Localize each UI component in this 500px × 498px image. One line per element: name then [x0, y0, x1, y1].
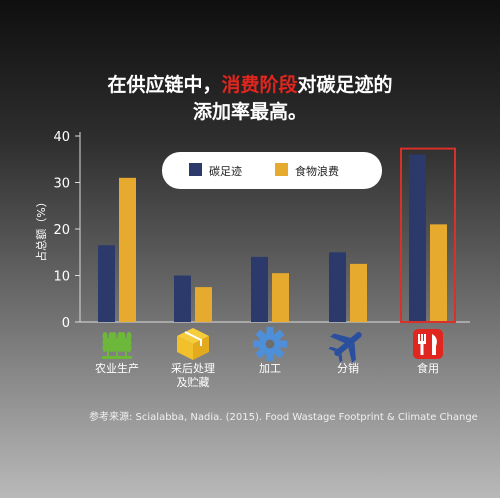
box-tape	[184, 331, 202, 346]
airplane-wing	[330, 333, 351, 343]
bar-waste-0	[119, 177, 136, 322]
x-tick-label: 采后处理及贮藏	[171, 362, 215, 389]
wheat-grain	[126, 332, 132, 340]
y-tick-label: 40	[53, 130, 70, 145]
gear-icon	[253, 327, 287, 361]
gear-tooth	[279, 340, 287, 348]
title-highlight: 消费阶段	[221, 74, 298, 96]
wheat-grain	[111, 338, 117, 346]
wheat-grain	[120, 338, 126, 346]
y-tick-label: 30	[53, 177, 70, 192]
airplane-body	[334, 332, 362, 356]
wheat-grain	[120, 344, 126, 352]
y-axis-label: 占总额（%）	[34, 196, 48, 261]
gear-hole	[265, 339, 275, 349]
bar-carbon-4	[409, 154, 426, 322]
bar-waste-1	[195, 287, 212, 322]
wheat-icon	[102, 332, 132, 359]
wheat-grain	[102, 332, 108, 340]
airplane-tail	[328, 346, 338, 352]
legend-swatch	[189, 163, 202, 176]
wheat-grain	[111, 332, 117, 340]
gear-tooth	[253, 340, 261, 348]
gear-tooth	[266, 353, 274, 361]
box-left	[177, 336, 193, 360]
airplane-icon	[328, 332, 362, 363]
cutlery-icon	[413, 329, 443, 359]
x-tick-label: 加工	[259, 362, 281, 375]
chart-title: 在供应链中，消费阶段对碳足迹的 添加率最高。	[0, 72, 500, 126]
wheat-grain	[102, 338, 108, 346]
box-icon	[177, 328, 209, 360]
bar-carbon-2	[251, 256, 268, 322]
fork-tine	[418, 334, 420, 342]
title-text-a: 在供应链中，	[107, 74, 222, 96]
legend-box	[162, 152, 382, 189]
highlight-box	[400, 147, 456, 323]
airplane-wing	[348, 342, 356, 363]
y-tick-label: 20	[53, 223, 70, 238]
bar-carbon-1	[174, 275, 191, 322]
gear-tooth	[266, 327, 274, 335]
x-tick-label: 农业生产	[95, 361, 139, 375]
airplane-tail	[338, 353, 343, 363]
legend-label: 碳足迹	[209, 164, 242, 178]
wheat-grain	[120, 332, 126, 340]
wheat-grain	[111, 344, 117, 352]
fork-tine	[421, 334, 423, 342]
title-text-b: 对碳足迹的	[297, 74, 393, 96]
fork-handle	[420, 343, 424, 355]
legend-swatch	[275, 163, 288, 176]
y-tick-label: 0	[62, 316, 70, 331]
title-line-1: 在供应链中，消费阶段对碳足迹的	[0, 72, 500, 99]
legend: 碳足迹 食物浪费	[162, 152, 382, 189]
wheat-grain	[126, 338, 132, 346]
airplane-shape	[328, 332, 362, 363]
bar-carbon-3	[329, 252, 346, 322]
bar-carbon-0	[98, 245, 115, 322]
knife-blade	[432, 334, 437, 355]
x-tick-label: 食用	[417, 361, 439, 375]
box-right	[193, 336, 209, 360]
cutlery-bg	[413, 329, 443, 359]
y-tick-label: 10	[53, 270, 70, 285]
wheat-ground	[102, 356, 132, 359]
x-tick-label: 分销	[337, 361, 359, 375]
wheat-grain	[102, 344, 108, 352]
wheat-grain	[126, 344, 132, 352]
legend-label: 食物浪费	[295, 164, 339, 178]
bar-waste-4	[430, 224, 447, 322]
source-note: 参考来源: Scialabba, Nadia. (2015). Food Was…	[89, 412, 478, 423]
fork-neck	[418, 341, 426, 344]
bar-waste-3	[350, 263, 367, 322]
bar-waste-2	[272, 273, 289, 322]
fork-tine	[424, 334, 426, 342]
title-line-2: 添加率最高。	[192, 101, 307, 123]
